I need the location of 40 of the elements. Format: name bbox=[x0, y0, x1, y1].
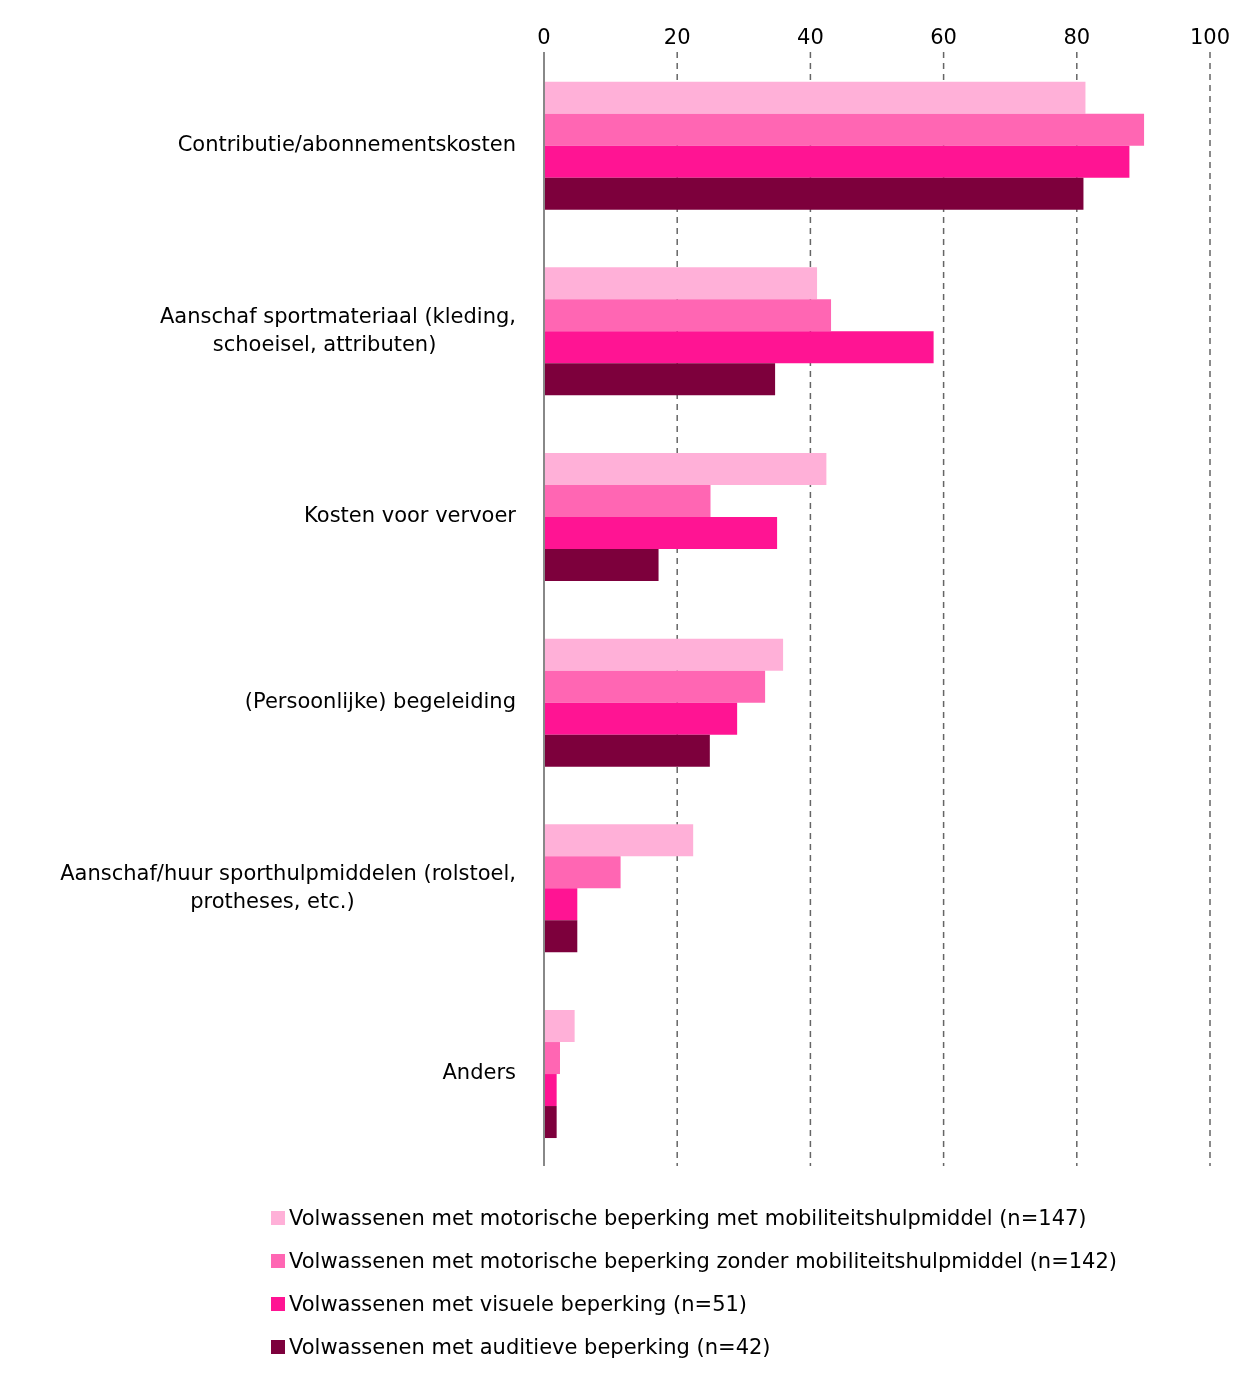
bar bbox=[544, 1106, 557, 1139]
bar bbox=[544, 331, 934, 364]
bar bbox=[544, 81, 1086, 114]
x-tick-label: 80 bbox=[1063, 25, 1091, 49]
x-tick-label: 0 bbox=[537, 25, 551, 49]
bar bbox=[544, 1042, 560, 1075]
bar bbox=[544, 824, 694, 857]
x-tick-label: 40 bbox=[797, 25, 824, 49]
bar bbox=[544, 299, 832, 332]
bar bbox=[544, 549, 659, 582]
bar bbox=[544, 702, 738, 735]
bar bbox=[544, 734, 710, 767]
bar bbox=[544, 888, 578, 921]
x-tick-label: 100 bbox=[1189, 25, 1231, 49]
bar bbox=[544, 670, 766, 703]
bar bbox=[544, 177, 1084, 210]
y-tick-label: Anders bbox=[442, 1060, 516, 1085]
bar bbox=[544, 1074, 557, 1107]
y-tick-label: (Persoonlijke) begeleiding bbox=[244, 688, 516, 713]
legend-label: Volwassenen met motorische beperking met mobiliteitshulpmiddel (n=147) bbox=[288, 1204, 1087, 1232]
legend-label: Volwassenen met motorische beperking zonder mobiliteitshulpmiddel (n=142) bbox=[288, 1247, 1118, 1275]
bar bbox=[544, 638, 784, 671]
y-tick-label: Aanschaf sportmateriaal (kleding, schoeisel, attributen) bbox=[159, 303, 516, 356]
y-tick-label: Contributie/abonnementskosten bbox=[177, 131, 516, 156]
bar bbox=[544, 453, 827, 486]
x-tick-label: 60 bbox=[930, 25, 957, 49]
legend-label: Volwassenen met auditieve beperking (n=42) bbox=[288, 1333, 771, 1361]
bar bbox=[544, 856, 621, 889]
legend-label: Volwassenen met visuele beperking (n=51) bbox=[288, 1290, 748, 1318]
bar bbox=[544, 363, 776, 396]
bar bbox=[544, 145, 1130, 178]
y-tick-label: Aanschaf/huur sporthulpmiddelen (rolstoel, protheses, etc.) bbox=[60, 860, 516, 913]
bar bbox=[544, 485, 711, 518]
x-tick-label: 20 bbox=[663, 25, 691, 49]
bar bbox=[544, 113, 1145, 146]
bar bbox=[544, 517, 778, 550]
bar bbox=[544, 1010, 575, 1043]
y-tick-label: Kosten voor vervoer bbox=[304, 503, 517, 528]
bar bbox=[544, 920, 578, 953]
bar bbox=[544, 267, 818, 300]
